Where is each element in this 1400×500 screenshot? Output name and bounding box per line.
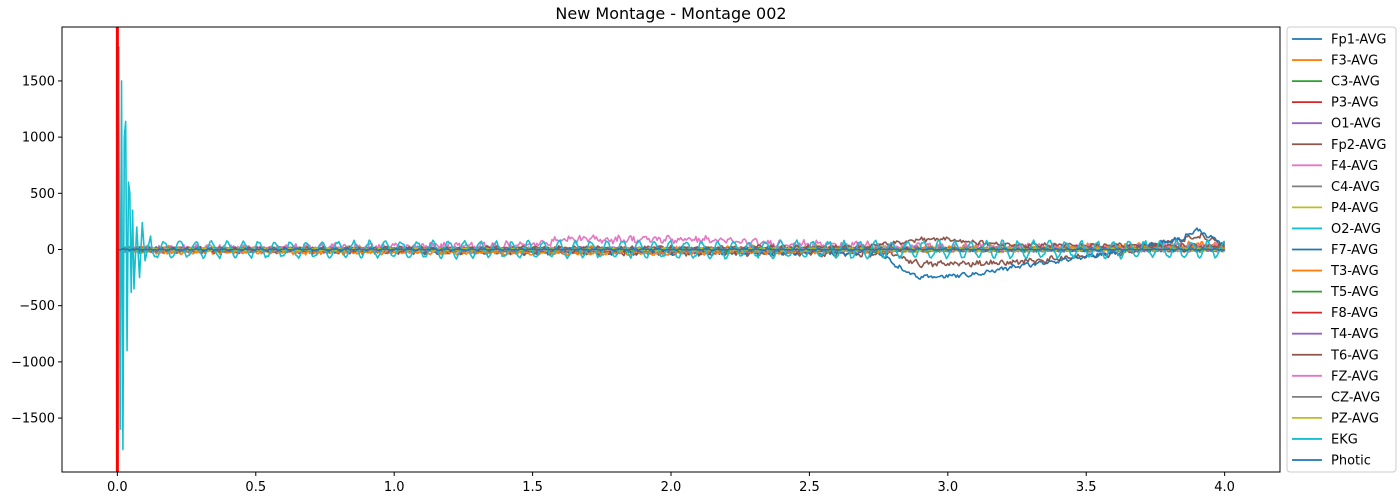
x-tick-label: 2.0: [661, 480, 682, 495]
legend-label: P4-AVG: [1331, 201, 1379, 216]
legend-item: CZ-AVG: [1292, 390, 1380, 405]
legend-label: T6-AVG: [1330, 348, 1379, 363]
legend-label: P3-AVG: [1331, 96, 1379, 111]
legend-item: P4-AVG: [1292, 201, 1379, 216]
legend-item: O1-AVG: [1292, 117, 1381, 132]
legend-item: T4-AVG: [1292, 327, 1379, 342]
y-axis: −1500 −1000 −500 0 500 1000 1500: [11, 74, 62, 427]
legend-item: F7-AVG: [1292, 243, 1378, 258]
legend-item: FZ-AVG: [1292, 369, 1379, 384]
legend-label: FZ-AVG: [1331, 369, 1379, 384]
x-tick-label: 3.5: [1076, 480, 1097, 495]
legend-label: C3-AVG: [1331, 75, 1380, 90]
x-tick-label: 1.5: [522, 480, 543, 495]
y-tick-label: 1500: [22, 74, 55, 89]
legend-label: PZ-AVG: [1331, 411, 1379, 426]
y-tick-label: 1000: [22, 131, 55, 146]
legend-item: F8-AVG: [1292, 306, 1378, 321]
series-layer: [116, 46, 1226, 451]
x-tick-label: 2.5: [799, 480, 820, 495]
legend-label: F4-AVG: [1331, 159, 1378, 174]
legend-label: T3-AVG: [1330, 264, 1379, 279]
legend-item: T6-AVG: [1292, 348, 1379, 363]
legend-frame: [1286, 26, 1397, 473]
legend-label: F7-AVG: [1331, 243, 1378, 258]
legend-item: T3-AVG: [1292, 264, 1379, 279]
y-tick-label: −500: [19, 299, 55, 314]
legend-label: Fp2-AVG: [1331, 138, 1386, 153]
y-tick-label: −1000: [11, 355, 55, 370]
legend-item: Photic: [1292, 454, 1371, 469]
legend: Fp1-AVG F3-AVG C3-AVG P3-AVG O1-AVG Fp2-AVG F4…: [1286, 26, 1397, 473]
legend-item: Fp1-AVG: [1292, 33, 1386, 48]
legend-item: O2-AVG: [1292, 222, 1381, 237]
legend-item: P3-AVG: [1292, 96, 1379, 111]
legend-label: CZ-AVG: [1331, 390, 1380, 405]
legend-item: PZ-AVG: [1292, 411, 1379, 426]
legend-label: F8-AVG: [1331, 306, 1378, 321]
legend-label: Photic: [1331, 454, 1371, 469]
legend-item: C4-AVG: [1292, 180, 1380, 195]
legend-label: EKG: [1331, 432, 1358, 447]
legend-label: T5-AVG: [1330, 285, 1379, 300]
x-tick-label: 3.0: [937, 480, 958, 495]
legend-label: O1-AVG: [1331, 117, 1381, 132]
x-tick-label: 4.0: [1214, 480, 1235, 495]
legend-item: EKG: [1292, 432, 1358, 447]
legend-item: F3-AVG: [1292, 54, 1378, 69]
legend-label: O2-AVG: [1331, 222, 1381, 237]
legend-label: Fp1-AVG: [1331, 33, 1386, 48]
legend-items: Fp1-AVG F3-AVG C3-AVG P3-AVG O1-AVG Fp2-AVG F4…: [1292, 33, 1386, 469]
y-tick-label: 0: [47, 243, 55, 258]
plot-area: 0.0 0.5 1.0 1.5 2.0 2.5 3.0 3.5 4.0 −1500 −1000 −5…: [11, 26, 1281, 495]
legend-item: Fp2-AVG: [1292, 138, 1386, 153]
legend-label: T4-AVG: [1330, 327, 1379, 342]
series-line-photic: [117, 247, 1225, 252]
legend-item: T5-AVG: [1292, 285, 1379, 300]
y-tick-label: −1500: [11, 412, 55, 427]
chart-title: New Montage - Montage 002: [555, 4, 786, 23]
legend-label: C4-AVG: [1331, 180, 1380, 195]
x-tick-label: 0.5: [245, 480, 266, 495]
x-axis: 0.0 0.5 1.0 1.5 2.0 2.5 3.0 3.5 4.0: [107, 472, 1235, 495]
legend-label: F3-AVG: [1331, 54, 1378, 69]
y-tick-label: 500: [30, 187, 55, 202]
legend-item: F4-AVG: [1292, 159, 1378, 174]
x-tick-label: 0.0: [107, 480, 128, 495]
legend-item: C3-AVG: [1292, 75, 1380, 90]
x-tick-label: 1.0: [384, 480, 405, 495]
